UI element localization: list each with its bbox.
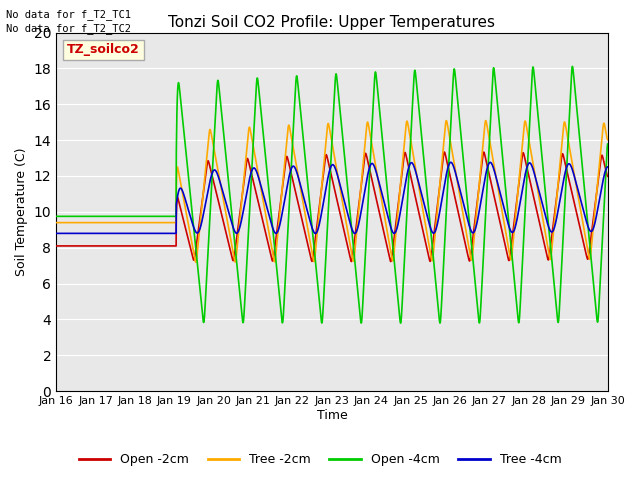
X-axis label: Time: Time xyxy=(317,409,348,422)
Text: No data for f_T2_TC1: No data for f_T2_TC1 xyxy=(6,9,131,20)
Legend: Open -2cm, Tree -2cm, Open -4cm, Tree -4cm: Open -2cm, Tree -2cm, Open -4cm, Tree -4… xyxy=(74,448,566,471)
Text: TZ_soilco2: TZ_soilco2 xyxy=(67,43,140,56)
Text: No data for f_T2_TC2: No data for f_T2_TC2 xyxy=(6,23,131,34)
Y-axis label: Soil Temperature (C): Soil Temperature (C) xyxy=(15,148,28,276)
Title: Tonzi Soil CO2 Profile: Upper Temperatures: Tonzi Soil CO2 Profile: Upper Temperatur… xyxy=(168,15,495,30)
